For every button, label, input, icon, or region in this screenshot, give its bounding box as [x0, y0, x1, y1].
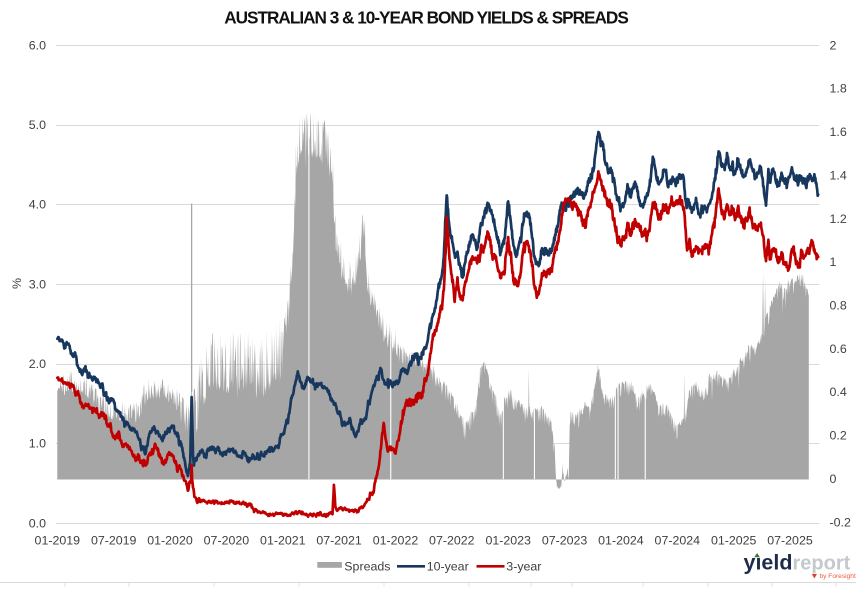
svg-text:0.8: 0.8	[830, 299, 847, 313]
svg-text:1.6: 1.6	[830, 125, 847, 139]
svg-text:07-2019: 07-2019	[91, 534, 137, 548]
svg-text:01-2019: 01-2019	[35, 534, 81, 548]
svg-text:07-2025: 07-2025	[767, 534, 813, 548]
svg-text:1.8: 1.8	[830, 82, 847, 96]
svg-text:07-2020: 07-2020	[204, 534, 250, 548]
svg-text:-0.2: -0.2	[830, 515, 851, 529]
svg-text:01-2022: 01-2022	[373, 534, 419, 548]
svg-text:0.6: 0.6	[830, 342, 847, 356]
svg-text:1.0: 1.0	[29, 437, 46, 451]
svg-text:yıeldreport: yıeldreport	[744, 551, 851, 575]
svg-text:0.2: 0.2	[830, 429, 847, 443]
svg-text:2.0: 2.0	[29, 357, 46, 371]
svg-text:07-2023: 07-2023	[542, 534, 588, 548]
svg-text:07-2024: 07-2024	[655, 534, 701, 548]
svg-text:07-2021: 07-2021	[316, 534, 362, 548]
svg-text:2: 2	[830, 38, 837, 52]
svg-text:0: 0	[830, 472, 837, 486]
svg-text:4.0: 4.0	[29, 198, 46, 212]
svg-text:1: 1	[830, 255, 837, 269]
svg-text:0.0: 0.0	[29, 516, 46, 530]
svg-text:01-2023: 01-2023	[485, 534, 531, 548]
svg-text:01-2021: 01-2021	[260, 534, 306, 548]
svg-text:6.0: 6.0	[29, 38, 46, 52]
svg-text:AUSTRALIAN 3 & 10-YEAR BOND YI: AUSTRALIAN 3 & 10-YEAR BOND YIELDS & SPR…	[224, 8, 628, 28]
svg-text:Spreads: Spreads	[344, 560, 390, 574]
svg-text:1.2: 1.2	[830, 212, 847, 226]
svg-text:07-2022: 07-2022	[429, 534, 475, 548]
svg-text:by Foresight: by Foresight	[820, 573, 856, 580]
svg-text:10-year: 10-year	[427, 560, 469, 574]
svg-text:01-2025: 01-2025	[711, 534, 757, 548]
svg-text:%: %	[10, 278, 24, 289]
svg-text:01-2024: 01-2024	[598, 534, 644, 548]
svg-text:3-year: 3-year	[506, 560, 541, 574]
svg-text:5.0: 5.0	[29, 118, 46, 132]
svg-text:01-2020: 01-2020	[147, 534, 193, 548]
svg-text:0.4: 0.4	[830, 385, 847, 399]
svg-text:1.4: 1.4	[830, 168, 847, 182]
svg-text:3.0: 3.0	[29, 277, 46, 291]
